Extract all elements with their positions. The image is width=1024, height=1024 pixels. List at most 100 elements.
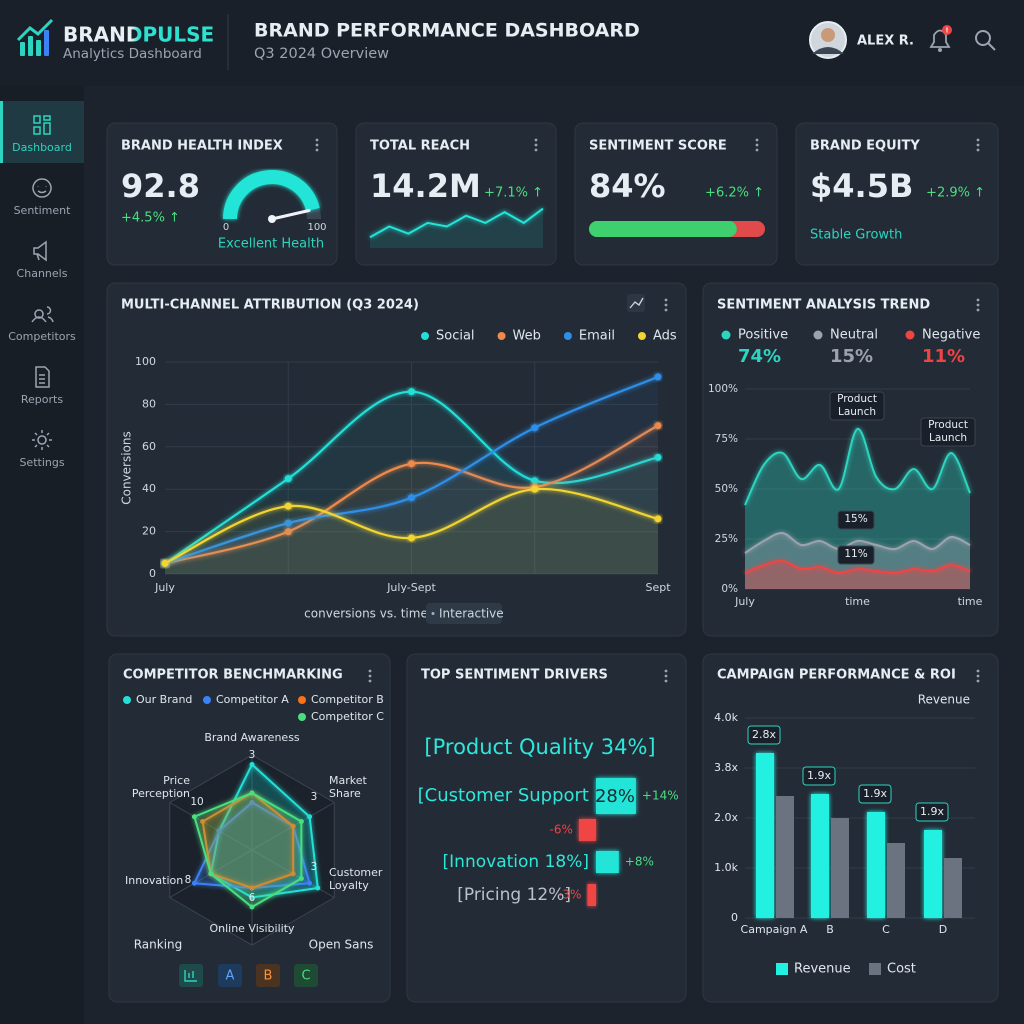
series-area xyxy=(745,560,970,589)
menu-dot xyxy=(664,679,668,683)
menu-dot xyxy=(976,148,980,152)
gauge-caption: Excellent Health xyxy=(218,237,324,252)
sidebar-icon[interactable] xyxy=(35,366,50,388)
view-button[interactable] xyxy=(179,964,203,987)
radar-axis-label-box: Price Perception xyxy=(131,774,190,800)
brand-subtitle: Analytics Dashboard xyxy=(63,46,202,62)
legend-swatch xyxy=(869,963,881,975)
series-point xyxy=(284,528,292,536)
legend-label: Ads xyxy=(653,329,677,344)
filter-button[interactable] xyxy=(294,964,318,987)
series-point xyxy=(654,515,662,523)
series-point xyxy=(284,475,292,483)
roi-box xyxy=(915,802,949,822)
series-point xyxy=(284,502,292,510)
y-tick-label: 2.0x xyxy=(714,811,738,824)
radar-value-label: 8 xyxy=(185,874,192,886)
sidebar-item[interactable]: Settings xyxy=(19,456,64,469)
legend-label: Our Brand xyxy=(136,693,192,706)
radar-axis-label: Price Perception xyxy=(131,774,190,800)
filter-button[interactable] xyxy=(218,964,242,987)
menu-dot xyxy=(534,143,538,147)
menu-dot xyxy=(534,148,538,152)
series-area xyxy=(745,428,970,589)
card-title: TOTAL REACH xyxy=(370,139,470,154)
view-button-icon xyxy=(184,970,197,982)
radar-point xyxy=(307,880,313,886)
sidebar-active-bar xyxy=(0,101,3,163)
y-tick-label: 50% xyxy=(715,483,738,495)
bar xyxy=(776,796,794,918)
roi-label: 1.9x xyxy=(863,787,887,800)
badge xyxy=(426,603,502,624)
sidebar-icon[interactable] xyxy=(32,430,52,450)
legend-swatch xyxy=(298,713,306,721)
bar xyxy=(887,843,905,918)
filter-button[interactable] xyxy=(256,964,280,987)
legend-label: Neutral xyxy=(830,328,878,343)
menu-dot xyxy=(664,303,668,307)
sidebar-icon[interactable] xyxy=(32,178,52,198)
avatar[interactable] xyxy=(809,21,847,59)
sidebar-item[interactable]: Reports xyxy=(21,393,63,406)
kpi-caption: Stable Growth xyxy=(810,228,902,243)
menu-dot xyxy=(315,138,319,142)
sidebar-item[interactable]: Dashboard xyxy=(12,141,72,154)
bar xyxy=(831,818,849,918)
legend-label: Cost xyxy=(887,962,916,977)
filter-button-label[interactable]: B xyxy=(264,969,273,984)
radar-value-label: 6 xyxy=(249,892,256,904)
bar xyxy=(924,830,942,918)
sidebar-icon[interactable] xyxy=(33,115,51,135)
menu-dot xyxy=(976,298,980,302)
bar xyxy=(867,812,885,918)
user-name[interactable]: ALEX R. xyxy=(857,34,914,49)
legend-swatch xyxy=(637,332,646,340)
y-tick-label: 100% xyxy=(708,383,738,395)
series-point xyxy=(408,388,415,396)
sidebar-icon[interactable] xyxy=(31,306,54,323)
logo-icon xyxy=(16,18,54,56)
kpi-value: 84% xyxy=(589,167,666,205)
radar-point xyxy=(191,814,197,820)
menu-dot xyxy=(315,143,319,147)
badge-label: Interactive xyxy=(439,607,504,621)
sidebar-icon[interactable] xyxy=(33,240,47,262)
footer-label: Open Sans xyxy=(309,938,374,952)
legend-label: Web xyxy=(513,329,541,344)
roi-box xyxy=(802,766,836,786)
radar-value-label: 3 xyxy=(311,791,318,803)
y-tick-label: 0 xyxy=(731,911,738,924)
sidebar-item[interactable]: Competitors xyxy=(8,330,76,343)
page-title: BRAND PERFORMANCE DASHBOARD xyxy=(254,20,640,42)
radar-value-label: 3 xyxy=(249,749,256,761)
menu-dot xyxy=(664,669,668,673)
legend-swatch xyxy=(497,332,506,340)
radar-axis-label-box: Brand Awareness xyxy=(204,731,299,744)
y-tick-label: 100 xyxy=(135,355,156,368)
filter-button-label[interactable]: A xyxy=(226,969,235,984)
driver-label: [Product Quality 34%] xyxy=(424,735,655,759)
annotation-box: 11% xyxy=(844,548,867,560)
series-point xyxy=(531,477,539,485)
filter-button-label[interactable]: C xyxy=(301,969,310,984)
card-title: CAMPAIGN PERFORMANCE & ROI xyxy=(717,668,956,683)
search-icon[interactable] xyxy=(975,30,996,51)
card xyxy=(702,282,999,637)
menu-dot xyxy=(976,679,980,683)
legend-label: Revenue xyxy=(794,962,851,977)
notification-bell[interactable] xyxy=(929,25,952,52)
gauge-needle xyxy=(270,208,311,221)
y-tick-label: 3.8x xyxy=(714,761,738,774)
driver-bar xyxy=(596,778,636,814)
roi-label: 1.9x xyxy=(920,805,944,818)
sidebar-item[interactable]: Sentiment xyxy=(14,204,72,217)
annotation: Product Launch xyxy=(928,419,968,444)
legend-label: Positive xyxy=(738,328,788,343)
card xyxy=(406,653,687,1003)
sidebar-item[interactable]: Channels xyxy=(17,267,68,280)
radar-axis-label-box: Customer Loyalty xyxy=(329,866,382,892)
y-tick-label: 0 xyxy=(149,567,156,580)
menu-dot xyxy=(664,308,668,312)
